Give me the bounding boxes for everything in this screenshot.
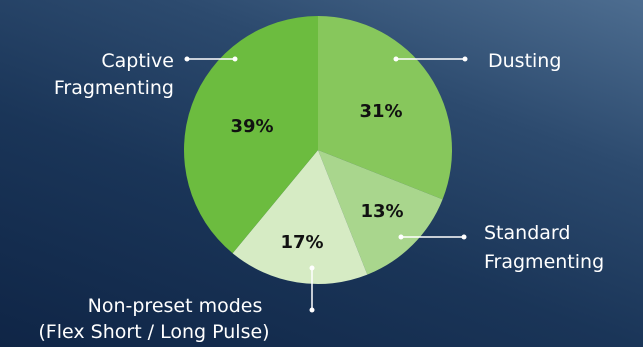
percent-labels: 31% 13% 17% 39% [230,101,403,253]
pie-slice-standard-fragmenting [318,150,443,275]
pie-slice-non-preset-modes-flex-short-long-pulse [232,150,368,284]
pie-slice-captive-fragmenting [184,16,318,254]
label-non-preset-line1: Non-preset modes [88,295,263,317]
pct-label-dusting: 31% [359,101,402,122]
label-dusting: Dusting [488,50,561,72]
leader-standard-fragmenting [398,234,467,240]
label-standard-fragmenting-line2: Fragmenting [484,251,604,273]
leader-dusting [393,56,468,62]
pie-slice-dusting [318,16,453,200]
label-captive-fragmenting-line1: Captive [101,50,174,72]
leader-captive-fragmenting [184,56,238,62]
pct-label-captive-fragmenting: 39% [230,116,273,137]
category-labels: Dusting Standard Fragmenting Non-preset … [38,50,604,343]
leader-non-preset [309,265,315,313]
pie-slices [184,16,453,284]
label-non-preset-line2: (Flex Short / Long Pulse) [38,321,269,343]
label-standard-fragmenting-line1: Standard [484,222,570,244]
label-captive-fragmenting-line2: Fragmenting [54,77,174,99]
pct-label-standard-fragmenting: 13% [360,201,403,222]
leader-lines [184,56,468,313]
pct-label-non-preset: 17% [280,232,323,253]
